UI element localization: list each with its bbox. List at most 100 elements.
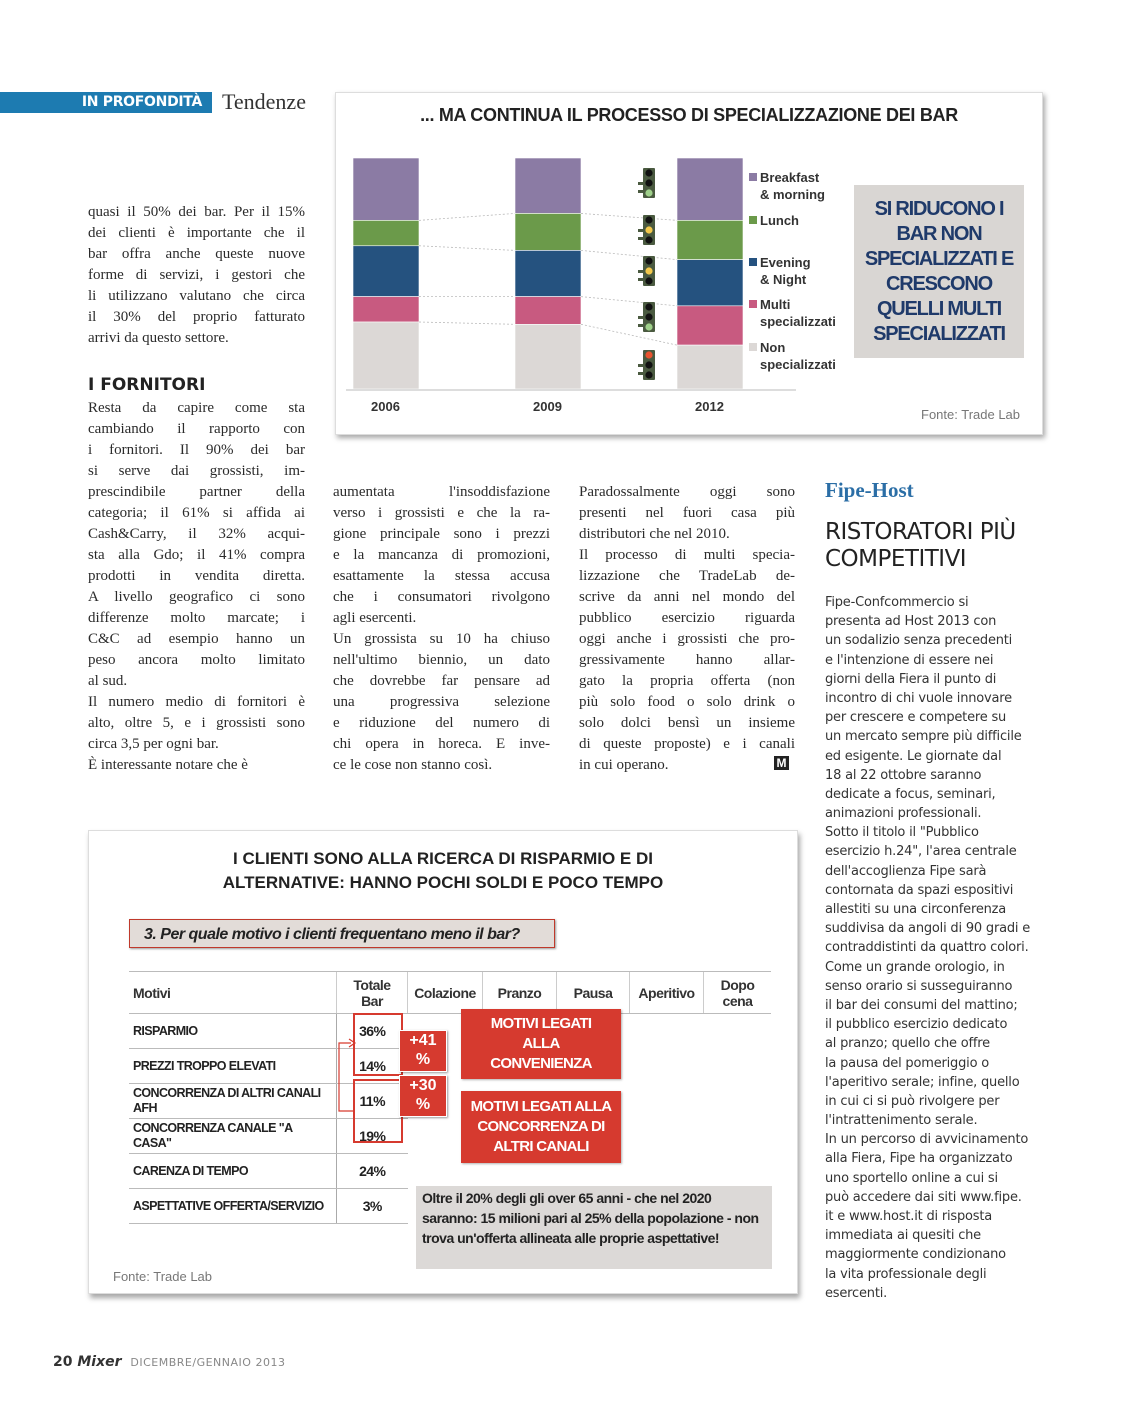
legend-swatch: [749, 216, 757, 224]
delta-value: +30 %: [409, 1077, 437, 1113]
text-line: agli esercenti.: [333, 610, 417, 626]
article-column-1-paragraph: quasi il 50% dei bar. Per il 15% dei clie…: [88, 202, 305, 349]
column-header: Motivi: [129, 971, 337, 1014]
connector-line: [580, 323, 678, 346]
text-line: Sotto il titolo il "Pubblico: [825, 825, 979, 841]
table-source: Fonte: Trade Lab: [113, 1269, 213, 1284]
text-line: che dovrebbe far pensare ad: [333, 673, 550, 689]
text-line: presenta ad Host 2013 con: [825, 614, 997, 630]
table-title-line: ALTERNATIVE: HANNO POCHI SOLDI E POCO TE…: [222, 873, 664, 892]
text-line: dei clienti è importante che il: [88, 225, 305, 241]
text-line: il bar dei consumi del mattino;: [825, 997, 1018, 1013]
text-line: Un grossista su 10 ha chiuso: [333, 631, 550, 647]
legend-item: Non specializzati: [749, 339, 836, 373]
chart-source: Fonte: Trade Lab: [921, 407, 1021, 422]
total-value-cell: 19%: [336, 1118, 408, 1154]
x-tick-label: 2012: [695, 399, 724, 414]
issue-date: DICEMBRE/GENNAIO 2013: [130, 1356, 286, 1369]
legend-label: Evening: [760, 255, 811, 270]
text-line: solo dolci bensì un insieme: [579, 715, 795, 731]
table-row: CARENZA DI TEMPO 24%: [129, 1153, 771, 1189]
text-line: presenti nel fuori casa più: [579, 505, 795, 521]
text-line: gressivamente hanno allar-: [579, 652, 795, 668]
text-line: l'intrattenimento serale.: [825, 1113, 978, 1129]
text-line: oggi anche i grossisti che pro-: [579, 631, 795, 647]
bar-segment-lunch: [514, 213, 582, 251]
text-line: Fipe-Confcommercio si: [825, 595, 969, 610]
legend-item: Multi specializzati: [749, 296, 836, 330]
legend-label: & morning: [760, 187, 825, 202]
reason-cell: CONCORRENZA DI ALTRI CANALI AFH: [129, 1083, 337, 1119]
text-line: contornata da spazi espositivi: [825, 882, 1014, 898]
text-line: nell'ultimo biennio, un dato: [333, 652, 550, 668]
sidebar-body: Fipe-Confcommercio si presenta ad Host 20…: [825, 593, 1030, 1303]
reason-cell: ASPETTATIVE OFFERTA/SERVIZIO: [129, 1188, 337, 1224]
section-category: Tendenze: [222, 89, 306, 114]
table-box-title: I CLIENTI SONO ALLA RICERCA DI RISPARMIO…: [89, 847, 797, 895]
text-line: la pausa del pomeriggio o: [825, 1055, 990, 1071]
chart-title: ... MA CONTINUA IL PROCESSO DI SPECIALIZ…: [420, 105, 958, 125]
sidebar-title-line: RISTORATORI PIÙ: [825, 519, 1016, 545]
text-line: Il processo di multi specia-: [579, 547, 795, 563]
column-header: Totale Bar: [336, 971, 408, 1014]
table-row: CONCORRENZA DI ALTRI CANALI AFH 11%: [129, 1083, 771, 1119]
note-box: Oltre il 20% degli gli over 65 anni - ch…: [416, 1186, 772, 1269]
page-number: 20: [53, 1354, 73, 1370]
bracket-arrow-icon: [338, 1038, 357, 1112]
text-line: Resta da capire come sta: [88, 400, 305, 416]
bar-segment-breakfast-morning: [676, 157, 744, 221]
text-line: dell'accoglienza Fipe sarà: [825, 863, 987, 879]
bar-segment-non-specializzati: [514, 324, 582, 390]
group-label-text: MOTIVI LEGATI ALLA CONVENIENZA: [490, 1015, 592, 1072]
reason-cell: CARENZA DI TEMPO: [129, 1153, 337, 1189]
text-line: i fornitori. Il 90% dei bar: [88, 442, 305, 458]
sidebar-kicker: Fipe-Host: [825, 478, 914, 502]
traffic-light-green-icon: [638, 302, 655, 332]
connector-line: [580, 250, 678, 261]
total-value-cell: 3%: [336, 1188, 408, 1224]
group-label-competition: MOTIVI LEGATI ALLA CONCORRENZA DI ALTRI …: [461, 1091, 621, 1163]
text-line: Paradossalmente oggi sono: [579, 484, 795, 500]
connector-line: [580, 296, 678, 307]
bar-segment-non-specializzati: [676, 344, 744, 390]
column-header: Dopo cena: [703, 971, 771, 1014]
chart-legend: Breakfast & morning Lunch Evening & Night Mul…: [749, 169, 849, 389]
bar-segment-evening-night: [514, 250, 582, 297]
bar-segment-evening-night: [676, 259, 744, 307]
text-line: senso orario si susseguiranno: [825, 978, 1013, 994]
end-mark-logo: M: [774, 756, 789, 770]
reason-cell: CONCORRENZA CANALE "A CASA": [129, 1118, 337, 1154]
text-line: forme di servizi, i gestori che: [88, 267, 305, 283]
text-line: li utilizzano valutano che circa: [88, 288, 305, 304]
text-line: al pranzo; quello che offre: [825, 1036, 990, 1052]
legend-item: Evening & Night: [749, 254, 811, 288]
text-line: A livello geografico ci sono: [88, 589, 305, 605]
text-line: animazioni professionali.: [825, 806, 982, 822]
text-line: la vita professionale degli: [825, 1266, 987, 1282]
bar-segment-multi-specializzati: [514, 296, 582, 325]
connector-line: [418, 321, 516, 325]
legend-swatch: [749, 173, 757, 181]
legend-label: specializzati: [760, 314, 836, 329]
group-label-convenience: MOTIVI LEGATI ALLA CONVENIENZA: [461, 1009, 621, 1079]
stacked-bar-chart: [346, 157, 796, 391]
section-heading: I FORNITORI: [88, 375, 206, 395]
text-line: suddivisa da angoli di 90 gradi e: [825, 921, 1031, 937]
text-line: chi opera in horeca. E inve-: [333, 736, 550, 752]
text-line: più solo food o solo drink o: [579, 694, 795, 710]
text-line: gato la propria offerta (non: [579, 673, 795, 689]
legend-label: Multi: [760, 297, 791, 312]
delta-badge-convenience: +41 %: [399, 1030, 447, 1072]
highlight-frame-competition: [353, 1079, 403, 1143]
reasons-table-box: I CLIENTI SONO ALLA RICERCA DI RISPARMIO…: [88, 830, 798, 1294]
column-header: Colazione: [407, 971, 483, 1014]
text-line: ed esigente. Le giornate dal: [825, 748, 1002, 764]
text-line: allestiti su una circonferenza: [825, 902, 1007, 917]
traffic-light-yellow-icon: [638, 215, 655, 245]
text-line: contraddistinti da quattro colori.: [825, 940, 1029, 956]
text-line: si serve dai grossisti, im-: [88, 463, 305, 479]
x-tick-label: 2009: [533, 399, 562, 414]
bar-segment-breakfast-morning: [514, 157, 582, 214]
text-line: differenze molto marcate; i: [88, 610, 305, 626]
text-line: immediata ai quesiti che: [825, 1228, 981, 1244]
